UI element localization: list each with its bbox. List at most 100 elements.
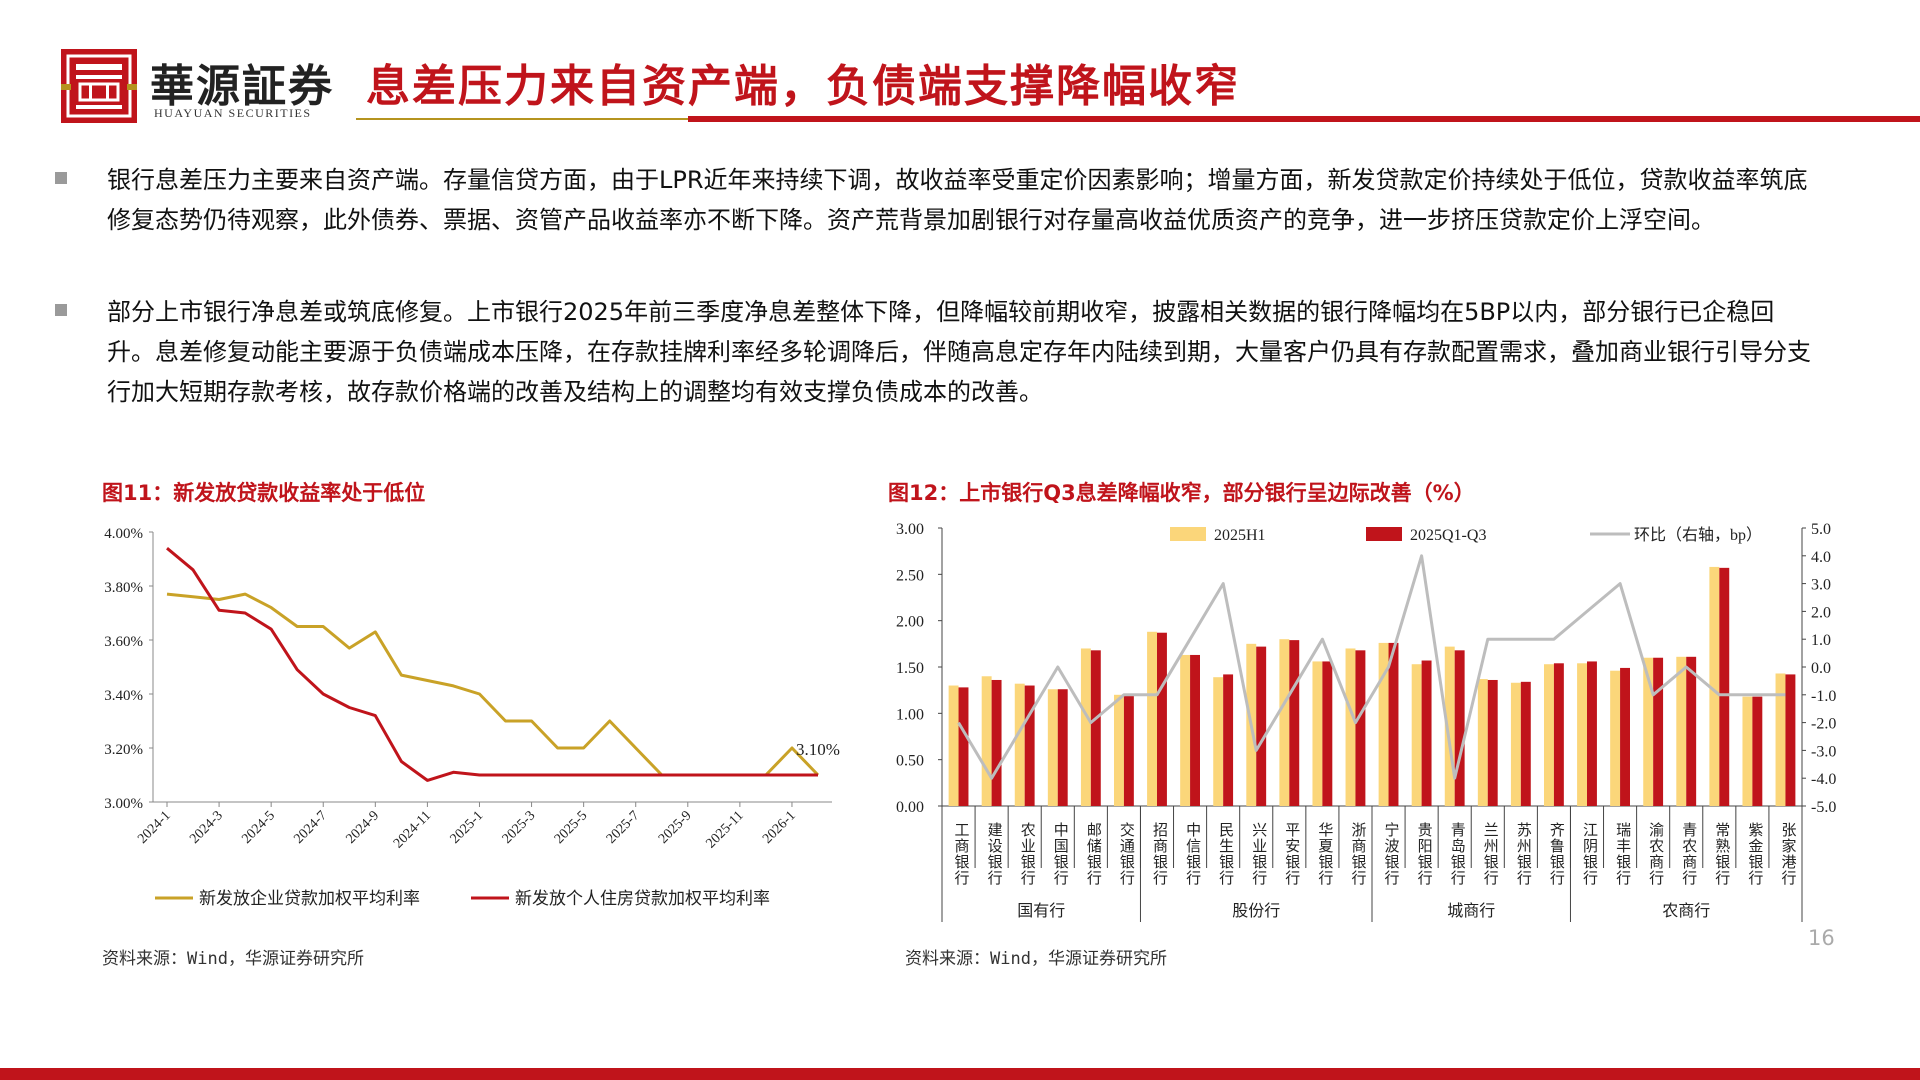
brand-name: 華源証券 (150, 61, 334, 112)
group-label: 农商行 (1662, 902, 1710, 920)
category-label: 工商银行 (953, 822, 970, 886)
bar-2025h1 (1378, 642, 1389, 806)
group-label: 股份行 (1232, 902, 1280, 920)
y-tick-label: 2.00 (896, 614, 924, 631)
bar-2025q1-q3 (1223, 674, 1234, 806)
bar-2025h1 (1080, 648, 1091, 806)
bar-2025h1 (1312, 661, 1323, 806)
bullet-text: 银行息差压力主要来自资产端。存量信贷方面，由于LPR近年来持续下调，故收益率受重… (107, 166, 1808, 234)
category-label: 紫金银行 (1746, 822, 1763, 886)
bar-2025h1 (1014, 683, 1025, 806)
bar-2025q1-q3 (1024, 685, 1035, 806)
category-label: 建设银行 (986, 822, 1003, 886)
legend-swatch (1366, 527, 1402, 541)
y-tick-label: 3.00% (104, 796, 143, 812)
category-label: 青岛银行 (1449, 822, 1466, 886)
bar-2025h1 (1544, 664, 1554, 806)
bar-2025h1 (1510, 682, 1521, 806)
figure-11-title: 图11：新发放贷款收益率处于低位 (102, 481, 426, 505)
legend-label: 2025H1 (1214, 527, 1266, 544)
bar-2025h1 (1709, 566, 1720, 806)
y2-tick-label: -3.0 (1811, 743, 1836, 760)
y2-tick-label: -5.0 (1811, 799, 1836, 816)
legend-label: 环比（右轴，bp） (1634, 526, 1762, 544)
figure-12-title: 图12：上市银行Q3息差降幅收窄，部分银行呈边际改善（%） (888, 481, 1475, 505)
bar-2025h1 (1345, 648, 1356, 806)
bar-2025q1-q3 (1190, 654, 1200, 806)
bullet-item: 部分上市银行净息差或筑底修复。上市银行2025年前三季度净息差整体下降，但降幅较… (55, 292, 1815, 412)
y2-tick-label: 3.0 (1811, 577, 1831, 594)
bar-2025h1 (1147, 631, 1157, 806)
bar-2025h1 (948, 685, 959, 806)
bar-2025q1-q3 (1785, 674, 1796, 806)
y-tick-label: 4.00% (104, 526, 143, 542)
legend-swatch (1170, 527, 1206, 541)
bar-2025h1 (1444, 646, 1455, 806)
series-line-2 (166, 547, 818, 782)
category-label: 华夏银行 (1316, 822, 1333, 886)
bar-2025q1-q3 (1653, 657, 1664, 806)
bar-2025h1 (1742, 696, 1753, 806)
bar-2025q1-q3 (1388, 642, 1399, 806)
bullet-square-icon (55, 304, 67, 316)
y-tick-label: 1.50 (896, 660, 924, 677)
bar-2025q1-q3 (1421, 660, 1432, 806)
header-divider-red (688, 116, 1920, 122)
bar-2025h1 (1477, 679, 1488, 806)
bar-2025h1 (1180, 654, 1191, 806)
y2-tick-label: 5.0 (1811, 521, 1831, 538)
category-label: 瑞丰银行 (1614, 822, 1631, 886)
y2-tick-label: -2.0 (1811, 716, 1836, 733)
series-line-qoq (957, 554, 1786, 780)
bar-2025h1 (1279, 639, 1290, 806)
y2-tick-label: -4.0 (1811, 771, 1836, 788)
page-number: 16 (1808, 926, 1835, 950)
bar-2025h1 (1643, 657, 1654, 806)
bar-2025q1-q3 (1752, 696, 1763, 806)
category-label: 渝农商行 (1647, 822, 1664, 886)
bar-2025q1-q3 (991, 679, 1002, 806)
company-logo (60, 48, 138, 124)
category-label: 民生银行 (1217, 822, 1234, 886)
legend-label: 2025Q1-Q3 (1410, 527, 1486, 544)
category-label: 苏州银行 (1515, 822, 1532, 886)
category-label: 宁波银行 (1383, 822, 1400, 886)
category-label: 招商银行 (1151, 822, 1168, 886)
page-title: 息差压力来自资产端，负债端支撑降幅收窄 (366, 61, 1240, 112)
y2-tick-label: 1.0 (1811, 632, 1831, 649)
bar-2025q1-q3 (1587, 661, 1597, 806)
group-label: 城商行 (1447, 902, 1495, 920)
bar-2025q1-q3 (1256, 646, 1267, 806)
bar-2025q1-q3 (1487, 679, 1498, 806)
bar-2025q1-q3 (1520, 681, 1531, 806)
bar-2025h1 (1411, 664, 1422, 806)
bullet-text: 部分上市银行净息差或筑底修复。上市银行2025年前三季度净息差整体下降，但降幅较… (107, 298, 1811, 406)
category-label: 兰州银行 (1482, 822, 1499, 886)
y-tick-label: 2.50 (896, 567, 924, 584)
y-tick-label: 3.00 (896, 521, 924, 538)
category-label: 常熟银行 (1713, 822, 1730, 886)
y2-tick-label: 4.0 (1811, 549, 1831, 566)
bar-2025h1 (981, 676, 992, 806)
group-label: 国有行 (1017, 902, 1065, 920)
y-tick-label: 3.20% (104, 742, 143, 758)
brand-subtitle: HUAYUAN SECURITIES (154, 106, 312, 120)
bar-2025h1 (1676, 656, 1687, 806)
bar-2025h1 (1114, 694, 1124, 806)
legend-label: 新发放个人住房贷款加权平均利率 (515, 889, 770, 908)
category-label: 齐鲁银行 (1548, 822, 1565, 886)
bar-2025q1-q3 (1620, 667, 1630, 806)
category-label: 邮储银行 (1085, 822, 1102, 886)
y2-tick-label: 2.0 (1811, 604, 1831, 621)
y-tick-label: 0.50 (896, 753, 924, 770)
bar-2025q1-q3 (1289, 640, 1300, 806)
category-label: 中国银行 (1052, 822, 1069, 886)
category-label: 青农商行 (1680, 822, 1697, 886)
figure-12-source: 资料来源：Wind，华源证券研究所 (905, 949, 1167, 969)
category-label: 交通银行 (1118, 821, 1135, 886)
bar-2025h1 (1610, 670, 1621, 806)
bar-2025q1-q3 (1686, 656, 1697, 806)
figure-11-source: 资料来源：Wind，华源证券研究所 (102, 949, 364, 969)
